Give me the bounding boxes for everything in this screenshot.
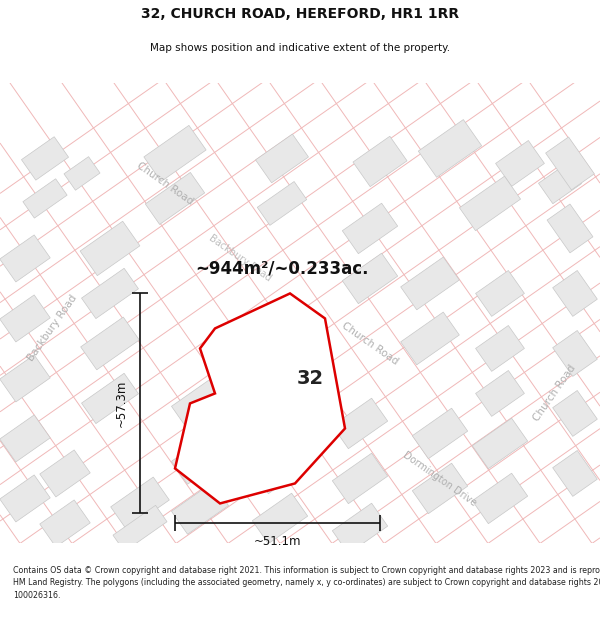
Polygon shape [0,355,50,402]
Polygon shape [545,137,595,190]
Polygon shape [0,415,50,462]
Polygon shape [22,137,68,180]
Text: Contains OS data © Crown copyright and database right 2021. This information is : Contains OS data © Crown copyright and d… [13,566,600,599]
Polygon shape [538,163,581,204]
Polygon shape [0,295,50,342]
Polygon shape [144,126,206,181]
Polygon shape [476,271,524,316]
Polygon shape [332,453,388,504]
Polygon shape [40,450,90,497]
Text: 32, CHURCH ROAD, HEREFORD, HR1 1RR: 32, CHURCH ROAD, HEREFORD, HR1 1RR [141,7,459,21]
Polygon shape [476,371,524,416]
Polygon shape [172,378,229,429]
Polygon shape [253,443,308,494]
Polygon shape [175,294,345,504]
Polygon shape [332,398,388,449]
Polygon shape [401,257,460,310]
Polygon shape [172,482,229,534]
Polygon shape [412,463,467,514]
Text: ~944m²/~0.233ac.: ~944m²/~0.233ac. [195,259,368,278]
Polygon shape [553,451,598,496]
Text: Church Road: Church Road [532,363,578,424]
Text: Church Road: Church Road [340,320,400,367]
Text: Dormington Drive: Dormington Drive [401,449,479,508]
Polygon shape [80,221,140,276]
Polygon shape [80,317,139,370]
Polygon shape [472,418,527,469]
Polygon shape [412,408,467,459]
Text: Backbury Road: Backbury Road [25,294,79,363]
Polygon shape [332,503,388,554]
Polygon shape [23,179,67,218]
Polygon shape [553,331,598,376]
Polygon shape [64,157,100,190]
Polygon shape [343,203,398,254]
Polygon shape [82,268,139,319]
Polygon shape [401,312,460,365]
Polygon shape [476,326,524,371]
Polygon shape [460,176,521,231]
Polygon shape [353,136,407,187]
Polygon shape [145,173,205,224]
Polygon shape [110,477,169,530]
Polygon shape [0,235,50,282]
Polygon shape [257,181,307,226]
Text: ~51.1m: ~51.1m [254,536,301,549]
Polygon shape [343,253,398,304]
Polygon shape [172,432,229,484]
Polygon shape [418,119,482,178]
Polygon shape [547,204,593,253]
Polygon shape [253,388,308,439]
Text: ~57.3m: ~57.3m [115,380,128,427]
Polygon shape [553,271,598,316]
Polygon shape [553,391,598,436]
Polygon shape [82,373,139,424]
Polygon shape [496,141,544,186]
Polygon shape [0,475,50,522]
Polygon shape [113,506,167,551]
Text: Church Road: Church Road [135,160,195,207]
Text: Backbury Road: Backbury Road [207,233,273,284]
Polygon shape [253,493,308,544]
Polygon shape [256,134,308,182]
Text: 32: 32 [296,369,323,388]
Text: Map shows position and indicative extent of the property.: Map shows position and indicative extent… [150,43,450,53]
Polygon shape [40,500,90,547]
Polygon shape [472,473,527,524]
